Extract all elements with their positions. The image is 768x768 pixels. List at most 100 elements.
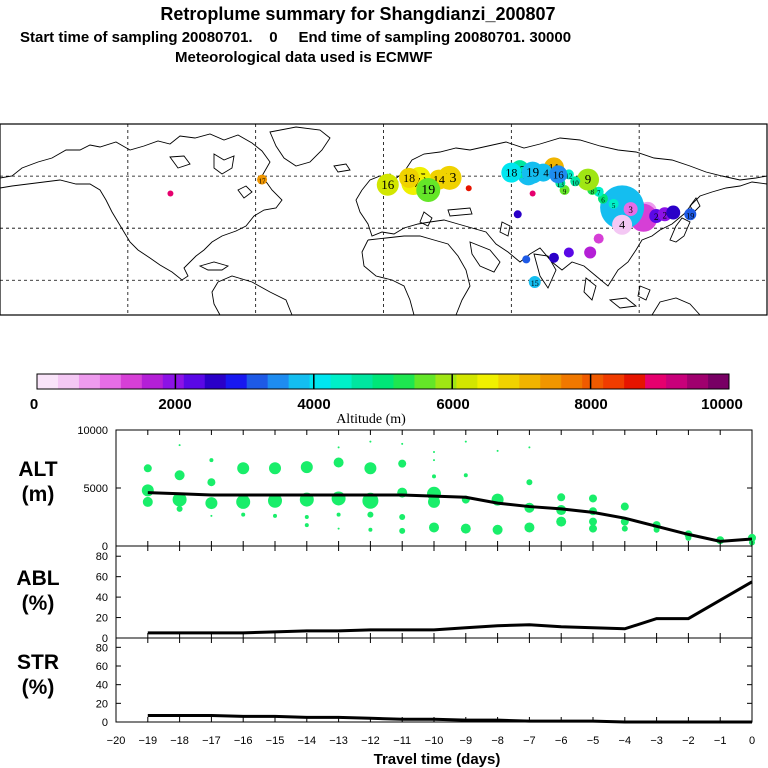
map-marker-label: 17 — [259, 178, 267, 186]
alt-scatter-point — [621, 525, 628, 532]
alt-scatter-point — [398, 459, 407, 468]
alt-scatter-point — [399, 527, 406, 534]
colorbar-tick-8000: 8000 — [574, 396, 607, 413]
colorbar-tick-10000: 10000 — [701, 396, 743, 413]
map-marker — [399, 167, 420, 188]
alt-scatter-point — [174, 470, 185, 481]
colorbar-swatch — [666, 374, 688, 389]
x-tick-label: −16 — [234, 735, 253, 747]
map-marker-label: 12 — [565, 172, 573, 180]
colorbar-swatch — [456, 374, 478, 389]
alt-scatter-point — [556, 516, 567, 527]
colorbar-tick-6000: 6000 — [436, 396, 469, 413]
colorbar-tick-0: 0 — [30, 396, 38, 413]
alt-scatter-point — [364, 462, 377, 475]
colorbar-swatch — [37, 374, 59, 389]
map-marker — [612, 214, 633, 235]
alt-scatter-point — [337, 446, 340, 449]
alt-scatter-point — [362, 492, 379, 509]
map-marker-label: 2 — [654, 212, 659, 222]
map-gridlines — [0, 124, 767, 315]
colorbar-swatch — [204, 374, 227, 389]
colorbar-swatch — [78, 374, 101, 389]
colorbar-axis-label: Altitude (m) — [336, 412, 406, 427]
colorbar-swatch — [624, 374, 646, 389]
alt-scatter-point — [589, 524, 597, 533]
alt-scatter-point — [304, 523, 309, 528]
colorbar-swatch — [162, 374, 185, 389]
alt-scatter-point — [526, 479, 533, 486]
x-tick-label: −14 — [297, 735, 316, 747]
map-marker — [608, 198, 619, 209]
figure-title: Retroplume summary for Shangdianzi_20080… — [160, 4, 555, 24]
colorbar-swatch — [708, 374, 730, 389]
map-marker — [666, 205, 681, 220]
map-marker — [563, 247, 574, 258]
alt-scatter-point — [557, 493, 566, 502]
alt-scatter-point — [464, 440, 467, 443]
colorbar-swatch — [246, 374, 269, 389]
alt-scatter-point — [209, 458, 214, 463]
colorbar-swatch — [519, 374, 541, 389]
map-marker-label: 16 — [381, 177, 395, 192]
colorbar-swatch — [561, 374, 583, 389]
alt-scatter-point — [401, 442, 404, 445]
x-tick-label: 0 — [749, 735, 755, 747]
sampling-time-line: Start time of sampling 20080701. 0 End t… — [20, 29, 571, 46]
x-tick-label: −8 — [491, 735, 504, 747]
x-tick-label: −9 — [460, 735, 473, 747]
map-marker-label: 4 — [619, 218, 625, 232]
y-tick-label: 80 — [96, 642, 108, 654]
alt-scatter-point — [433, 451, 435, 454]
y-tick-label: 40 — [96, 592, 108, 604]
alt-scatter-point — [428, 495, 440, 508]
x-tick-label: −3 — [650, 735, 663, 747]
map-marker-label: 8 — [591, 188, 595, 196]
alt-scatter-point — [653, 526, 660, 533]
map-marker — [548, 252, 559, 263]
alt-scatter-point — [429, 522, 439, 533]
colorbar-swatch — [99, 374, 122, 389]
alt-scatter-point — [236, 494, 251, 509]
alt-scatter-point — [205, 497, 218, 510]
alt-scatter-point — [336, 512, 341, 517]
alt-scatter-point — [237, 462, 250, 475]
x-tick-label: −5 — [587, 735, 600, 747]
map-marker — [684, 208, 697, 221]
x-tick-label: −10 — [425, 735, 444, 747]
map-marker-label: 2 — [662, 210, 667, 220]
alt-scatter-point — [367, 511, 374, 518]
alt-scatter-point — [172, 492, 187, 507]
y-tick-label: 40 — [96, 680, 108, 692]
map-marker-label: 3 — [628, 205, 633, 215]
colorbar-swatch — [603, 374, 625, 389]
alt-scatter-point — [496, 449, 499, 452]
map-marker-label: 18 — [403, 171, 415, 185]
x-tick-label: −6 — [555, 735, 568, 747]
x-tick-label: −1 — [714, 735, 727, 747]
alt-panel-unit: (m) — [22, 483, 55, 506]
alt-scatter-point — [273, 513, 277, 518]
y-tick-label: 0 — [102, 633, 108, 645]
alt-scatter-point — [589, 494, 597, 503]
colorbar-swatch — [393, 374, 415, 389]
x-tick-label: −4 — [619, 735, 632, 747]
map-marker — [528, 276, 541, 289]
alt-scatter-point — [337, 527, 340, 530]
map-marker — [584, 246, 597, 259]
alt-scatter-point — [269, 462, 281, 475]
x-tick-label: −15 — [266, 735, 285, 747]
abl-panel: 80 60 40 20 0 — [96, 551, 753, 645]
alt-scatter-point — [685, 534, 692, 541]
alt-scatter-point — [492, 524, 503, 535]
travel-time-axis: −20 −19 −18 −17 −16 −15 −14 −13 −12 −11 −10 −9 −8 −7−… — [107, 430, 755, 747]
map-marker — [577, 168, 600, 191]
alt-scatter-point — [333, 457, 344, 468]
map-marker-label: 15 — [531, 279, 539, 288]
x-tick-label: −13 — [329, 735, 348, 747]
alt-scatter-point — [620, 502, 629, 511]
abl-panel-label: ABL — [16, 567, 59, 590]
alt-scatter-point — [589, 517, 597, 526]
met-data-line: Meteorological data used is ECMWF — [175, 49, 433, 66]
alt-scatter-point — [241, 512, 246, 517]
